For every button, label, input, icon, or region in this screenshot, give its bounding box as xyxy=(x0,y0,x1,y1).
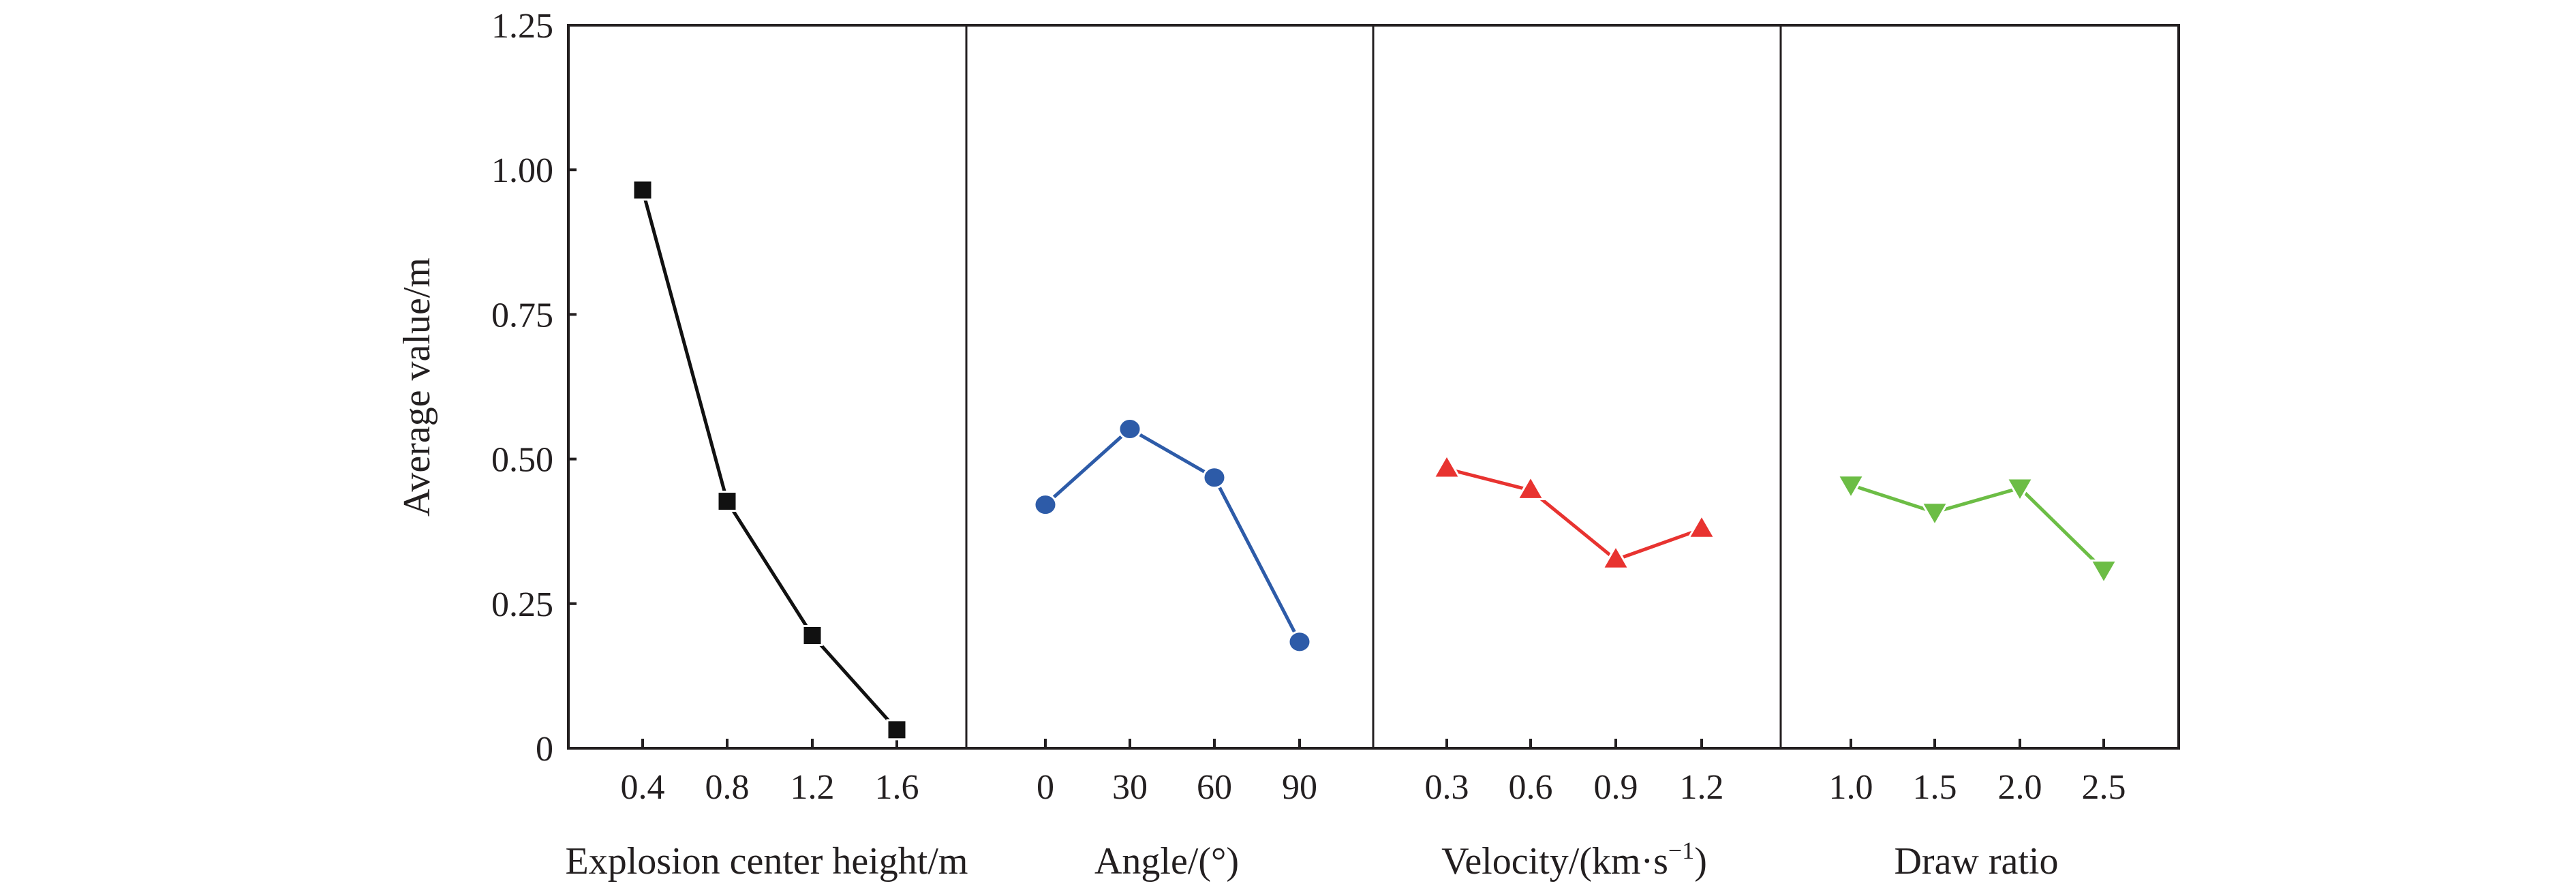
x-tick-label: 0.9 xyxy=(1594,768,1638,807)
y-tick-label: 1.25 xyxy=(491,7,553,46)
data-point-2-2 xyxy=(1118,417,1142,440)
data-point-3-1 xyxy=(1432,453,1462,479)
x-tick-label: 0 xyxy=(1037,768,1054,807)
y-tick-label: 0 xyxy=(536,730,553,769)
x-tick-label: 2.5 xyxy=(2082,768,2126,807)
x-axis-title-1: Explosion center height/m xyxy=(566,840,968,883)
x-tick-label: 1.2 xyxy=(1680,768,1724,807)
x-tick-label: 0.6 xyxy=(1509,768,1553,807)
y-tick-label: 0.50 xyxy=(491,441,553,480)
x-tick-label: 60 xyxy=(1197,768,1232,807)
data-point-1-4 xyxy=(886,719,908,741)
data-point-4-2 xyxy=(1920,502,1950,527)
x-tick-label: 1.5 xyxy=(1913,768,1957,807)
series-line-4 xyxy=(1850,483,2105,572)
data-point-2-4 xyxy=(1287,630,1312,654)
data-point-2-3 xyxy=(1202,466,1227,489)
y-tick-label: 1.00 xyxy=(491,151,553,190)
data-point-4-1 xyxy=(1836,474,1866,500)
series-line-1 xyxy=(641,189,898,731)
x-axis-title-4: Draw ratio xyxy=(1894,840,2058,883)
data-point-1-1 xyxy=(632,179,654,201)
x-tick-label: 1.0 xyxy=(1829,768,1873,807)
x-tick-label: 90 xyxy=(1282,768,1317,807)
series-line-2 xyxy=(1044,427,1302,643)
data-point-2-1 xyxy=(1033,493,1058,517)
series-line-3 xyxy=(1446,467,1702,562)
x-tick-label: 1.2 xyxy=(791,768,835,807)
data-point-4-3 xyxy=(2005,477,2035,504)
data-point-3-2 xyxy=(1516,474,1546,500)
x-tick-label: 2.0 xyxy=(1998,768,2042,807)
x-tick-label: 30 xyxy=(1112,768,1148,807)
data-point-3-4 xyxy=(1687,513,1717,539)
x-tick-label: 0.3 xyxy=(1425,768,1469,807)
data-point-1-2 xyxy=(716,491,738,512)
x-axis-title-2: Angle/(°) xyxy=(1094,840,1239,883)
data-point-1-3 xyxy=(801,624,823,646)
y-tick-label: 0.75 xyxy=(491,296,553,335)
x-tick-label: 0.8 xyxy=(705,768,750,807)
data-point-4-4 xyxy=(2089,559,2119,585)
y-axis-title: Average value/m xyxy=(396,258,438,517)
x-axis-title-3: Velocity/(km·s−1) xyxy=(1441,837,1707,883)
x-tick-label: 1.6 xyxy=(875,768,919,807)
data-point-3-3 xyxy=(1601,544,1631,570)
x-tick-label: 0.4 xyxy=(621,768,665,807)
y-tick-label: 0.25 xyxy=(491,585,553,624)
